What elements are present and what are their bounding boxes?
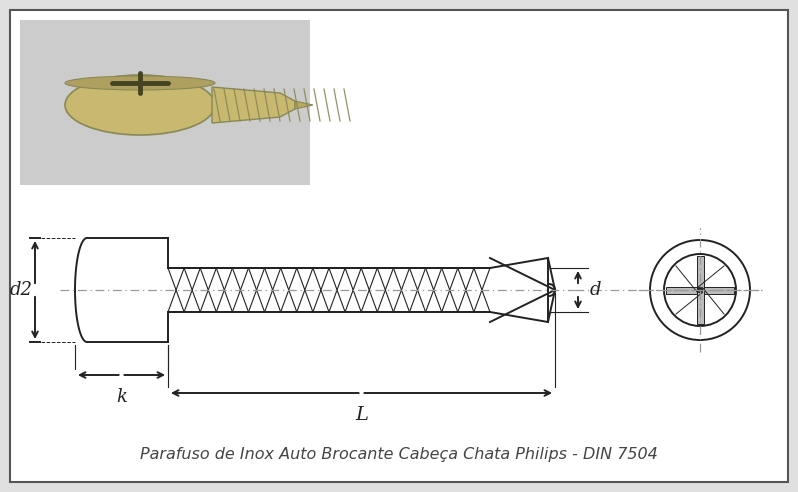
Text: k: k <box>116 388 127 406</box>
Ellipse shape <box>65 75 215 135</box>
Text: d: d <box>590 281 602 299</box>
FancyBboxPatch shape <box>697 256 704 324</box>
Text: Parafuso de Inox Auto Brocante Cabeça Chata Philips - DIN 7504: Parafuso de Inox Auto Brocante Cabeça Ch… <box>140 448 658 462</box>
Text: d2: d2 <box>10 281 33 299</box>
Text: L: L <box>355 406 368 424</box>
Polygon shape <box>212 87 295 123</box>
Polygon shape <box>295 101 313 109</box>
Circle shape <box>697 287 702 293</box>
FancyBboxPatch shape <box>20 20 310 185</box>
FancyBboxPatch shape <box>10 10 788 482</box>
Ellipse shape <box>65 76 215 90</box>
FancyBboxPatch shape <box>666 286 734 294</box>
